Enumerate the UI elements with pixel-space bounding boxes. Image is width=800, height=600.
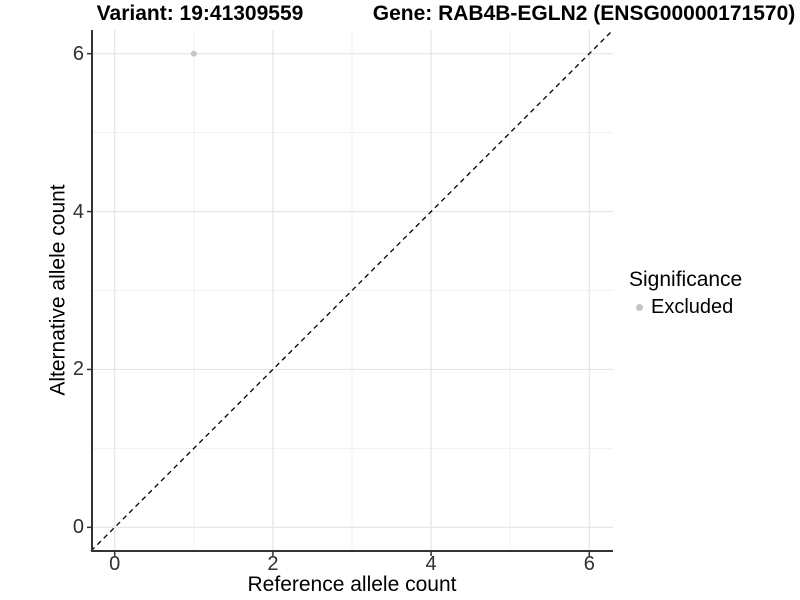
y-tick-label: 2 <box>72 358 84 381</box>
y-tick-label: 0 <box>72 516 84 539</box>
legend-item-excluded: Excluded <box>629 297 742 317</box>
legend-title: Significance <box>629 268 743 291</box>
x-tick-label: 4 <box>425 553 437 575</box>
x-tick-label: 2 <box>267 553 279 575</box>
x-tick-label: 6 <box>583 553 595 575</box>
y-tick-label: 4 <box>72 200 84 223</box>
x-axis-title: Reference allele count <box>247 573 457 596</box>
legend-item-label: Excluded <box>651 296 734 318</box>
y-tick-label: 6 <box>72 42 84 65</box>
legend-point-icon <box>636 303 643 311</box>
data-point-excluded <box>190 50 197 57</box>
legend: Significance Excluded <box>629 269 742 317</box>
plot-title-variant: Variant: 19:41309559 <box>96 2 304 25</box>
identity-dashed-line <box>90 29 614 552</box>
plot-title-gene: Gene: RAB4B-EGLN2 (ENSG00000171570) <box>372 2 796 25</box>
x-tick-label: 0 <box>109 553 121 575</box>
